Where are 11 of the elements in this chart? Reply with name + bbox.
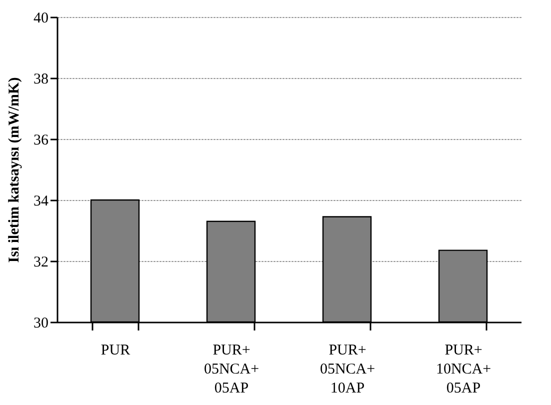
y-tick-label: 30 (34, 316, 48, 332)
y-axis-title: Isı iletim katsayısı (mW/mK) (6, 77, 22, 263)
y-tick-label: 34 (34, 194, 49, 210)
y-tick-label: 38 (34, 72, 48, 88)
x-tick-label: PUR+ 10NCA+ 05AP (436, 342, 492, 396)
x-tick-label: PUR (100, 342, 130, 358)
x-tick-label: PUR+ 05NCA+ 05AP (204, 342, 260, 396)
y-tick-label: 40 (34, 10, 48, 26)
y-tick-label: 32 (34, 254, 48, 270)
x-tick-label: PUR+ 05NCA+ 10AP (320, 342, 376, 396)
y-tick-label: 36 (34, 132, 49, 148)
